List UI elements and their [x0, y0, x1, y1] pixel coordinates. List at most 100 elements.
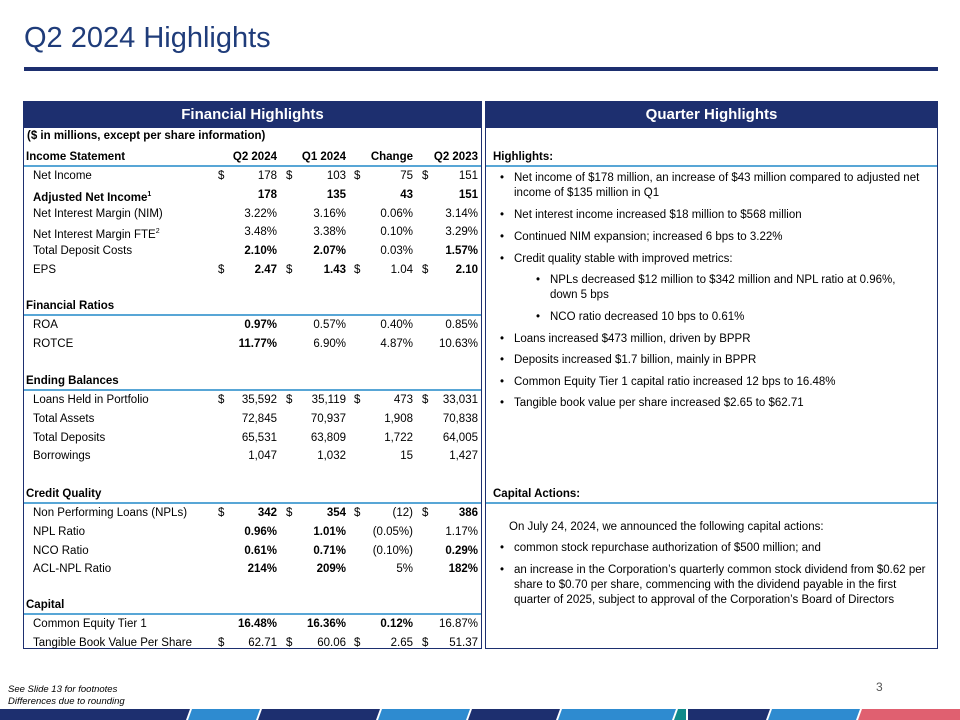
- dollar-sign: $: [422, 394, 429, 406]
- quarter-highlights-heading: Quarter Highlights: [486, 102, 937, 128]
- cell-value: 6.90%: [313, 337, 346, 350]
- cell-value: 2.10: [455, 264, 478, 276]
- cell-value: 182%: [448, 563, 478, 576]
- capital-section: Capital: [24, 596, 481, 614]
- dollar-sign: $: [218, 507, 225, 519]
- cell-value: 135: [326, 188, 346, 201]
- cell-value: 0.96%: [244, 525, 277, 538]
- financial-ratios-title: Financial Ratios: [26, 300, 115, 312]
- financial-highlights-panel: Financial Highlights ($ in millions, exc…: [23, 101, 482, 649]
- cell-value: 4.87%: [380, 337, 413, 350]
- credit-section: Credit Quality: [24, 485, 481, 503]
- table-row: EPS $2.47 $1.43 $1.04 $2.10: [24, 261, 481, 279]
- dollar-sign: $: [422, 264, 429, 276]
- row-label: EPS: [33, 264, 57, 276]
- table-row: Adjusted Net Income1 178 135 43 151: [24, 186, 481, 204]
- table-row: Total Deposit Costs 2.10% 2.07% 0.03% 1.57%: [24, 242, 481, 260]
- dollar-sign: $: [354, 507, 361, 519]
- highlight-bullet: Common Equity Tier 1 capital ratio incre…: [500, 375, 930, 390]
- capital-actions-intro: On July 24, 2024, we announced the follo…: [509, 521, 824, 533]
- table-row: ACL-NPL Ratio 214% 209% 5% 182%: [24, 560, 481, 578]
- cell-value: 33,031: [442, 394, 478, 406]
- row-label: Non Performing Loans (NPLs): [33, 507, 188, 519]
- cell-value: 2.65: [390, 636, 413, 649]
- cell-value: 0.29%: [445, 544, 478, 557]
- cell-value: 1,908: [384, 412, 413, 425]
- cell-value: 70,838: [442, 412, 478, 425]
- cell-value: 3.16%: [313, 207, 346, 220]
- table-row: NCO Ratio 0.61% 0.71% (0.10%) 0.29%: [24, 542, 481, 560]
- dollar-sign: $: [422, 507, 429, 519]
- cell-value: 63,809: [310, 431, 346, 444]
- row-label: ROTCE: [33, 337, 74, 350]
- col-header-q2-2024: Q2 2024: [232, 151, 277, 163]
- row-label: Total Assets: [33, 412, 95, 425]
- table-row: Tangible Book Value Per Share $62.71 $60.0…: [24, 634, 481, 652]
- quarter-highlights-panel: Quarter Highlights Highlights: Net incom…: [485, 101, 938, 649]
- dollar-sign: $: [286, 394, 293, 406]
- row-label: Tangible Book Value Per Share: [33, 636, 192, 649]
- balances-underline: [24, 389, 481, 391]
- col-header-q2-2023: Q2 2023: [433, 151, 478, 163]
- cell-value: 15: [400, 450, 413, 463]
- cell-value: 3.38%: [313, 226, 346, 239]
- cell-value: 16.48%: [237, 618, 277, 630]
- cell-value: 2.07%: [313, 245, 346, 258]
- capital-title: Capital: [26, 599, 65, 611]
- row-label: NCO Ratio: [33, 544, 89, 557]
- title-divider: [24, 67, 938, 71]
- table-row: Total Assets 72,845 70,937 1,908 70,838: [24, 410, 481, 428]
- cell-value: 10.63%: [438, 337, 478, 350]
- table-row: Non Performing Loans (NPLs) $342 $354 $ (12)…: [24, 504, 481, 522]
- capital-action-bullet: common stock repurchase authorization of…: [500, 541, 930, 556]
- row-label: Adjusted Net Income1: [33, 190, 152, 204]
- header-underline: [24, 165, 481, 167]
- cell-value: 1.43: [323, 264, 346, 276]
- highlight-bullet: Continued NIM expansion; increased 6 bps…: [500, 230, 930, 245]
- cell-value: 35,119: [311, 394, 346, 406]
- capital-actions-underline: [486, 502, 937, 504]
- footnote-rounding: Differences due to rounding: [8, 696, 125, 707]
- cell-value: 1.01%: [313, 525, 346, 538]
- dollar-sign: $: [422, 636, 429, 649]
- cell-value: 62.71: [248, 636, 277, 649]
- cell-value: 342: [257, 507, 277, 519]
- cell-value: (12): [392, 507, 413, 519]
- cell-value: 0.97%: [244, 319, 277, 331]
- credit-quality-title: Credit Quality: [26, 488, 102, 500]
- cell-value: 209%: [316, 563, 346, 576]
- highlight-bullet: Loans increased $473 million, driven by …: [500, 332, 930, 347]
- cell-value: 0.71%: [313, 544, 346, 557]
- page-number: 3: [876, 680, 883, 694]
- cell-value: 178: [257, 170, 277, 182]
- row-label: ROA: [33, 319, 58, 331]
- cell-value: 60.06: [317, 636, 346, 649]
- cell-value: 35,592: [241, 394, 277, 406]
- decorative-bottom-band: [0, 709, 960, 720]
- cell-value: 1,032: [317, 450, 346, 463]
- cell-value: 151: [458, 170, 478, 182]
- capital-actions-title: Capital Actions:: [493, 488, 581, 500]
- ending-balances-title: Ending Balances: [26, 375, 119, 387]
- cell-value: 1,427: [449, 450, 478, 463]
- highlight-bullet: Net interest income increased $18 millio…: [500, 208, 930, 223]
- cell-value: 354: [326, 507, 346, 519]
- cell-value: 178: [257, 188, 277, 201]
- income-statement-header: Income Statement Q2 2024 Q1 2024 Change …: [24, 148, 481, 166]
- cell-value: 51.37: [449, 636, 478, 649]
- table-row: Common Equity Tier 1 16.48% 16.36% 0.12% 16.…: [24, 615, 481, 633]
- footnote-reference: See Slide 13 for footnotes: [8, 684, 118, 695]
- dollar-sign: $: [354, 170, 361, 182]
- row-label: Net Interest Margin FTE2: [33, 228, 160, 242]
- cell-value: 16.36%: [306, 618, 346, 630]
- table-row: Net Interest Margin (NIM) 3.22% 3.16% 0.06%…: [24, 205, 481, 223]
- cell-value: 5%: [396, 563, 413, 576]
- cell-value: 75: [400, 170, 413, 182]
- cell-value: 0.06%: [380, 207, 413, 220]
- row-label: Common Equity Tier 1: [33, 618, 147, 630]
- row-label: Loans Held in Portfolio: [33, 394, 149, 406]
- ratios-section: Financial Ratios: [24, 297, 481, 315]
- cell-value: 16.87%: [438, 618, 478, 630]
- row-label: NPL Ratio: [33, 525, 85, 538]
- col-header-change: Change: [370, 151, 413, 163]
